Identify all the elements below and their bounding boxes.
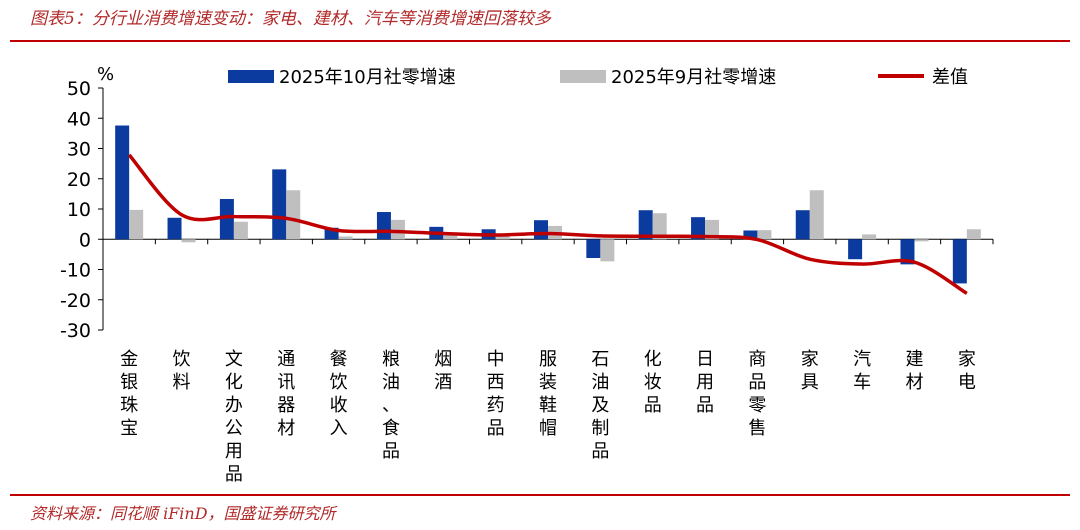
y-tick-label: 50 (67, 78, 91, 100)
legend-label-oct: 2025年10月社零增速 (279, 67, 456, 88)
bar-sep (181, 239, 196, 243)
bar-oct (534, 220, 548, 240)
y-tick-label: 10 (67, 199, 91, 221)
bar-oct (795, 210, 810, 240)
category-label: 商品零售 (748, 349, 766, 439)
category-label: 通讯器材 (277, 349, 295, 439)
bar-oct (167, 217, 182, 240)
legend-swatch-oct (228, 70, 274, 83)
bar-oct (848, 239, 863, 260)
bar-sep (390, 219, 405, 240)
bar-sep (600, 239, 615, 262)
category-label: 石油及制品 (591, 349, 609, 462)
bar-oct (900, 239, 915, 265)
y-tick-label: 0 (79, 229, 91, 251)
legend: 2025年10月社零增速 2025年9月社零增速 差值 (228, 67, 968, 88)
chart: 50 40 30 20 10 0 -10 -20 -30 金银珠宝 饮料 文化办公用品 通讯器材 餐饮收… (60, 64, 994, 485)
bar-sep (914, 239, 929, 242)
source-note: 资料来源：同花顺 iFinD，国盛证券研究所 (30, 504, 336, 523)
y-tick-label: -10 (60, 260, 91, 282)
bar-oct (219, 199, 234, 240)
bar-oct (272, 169, 287, 240)
diff-line-group (127, 153, 968, 295)
y-unit-label: % (97, 64, 114, 85)
x-axis: 金银珠宝 饮料 文化办公用品 通讯器材 餐饮收入 粮油、食品 烟酒 中西药品 服装鞋帽 石油及制品… (102, 238, 994, 485)
legend-label-diff: 差值 (932, 67, 968, 88)
bar-sep (705, 219, 720, 240)
category-label: 饮料 (173, 349, 191, 393)
y-tick-label: 30 (67, 139, 91, 161)
bar-sep (757, 230, 772, 240)
bar-oct (586, 239, 601, 259)
bar-sep (966, 229, 981, 240)
bar-oct (376, 212, 391, 240)
bar-sep (233, 221, 248, 240)
bar-sep (652, 213, 667, 240)
legend-swatch-sep (560, 70, 606, 83)
bar-sep (443, 232, 458, 240)
category-label: 粮油、食品 (382, 349, 400, 462)
bar-oct (115, 125, 130, 240)
category-label: 化妆品 (644, 349, 662, 416)
bar-sep (286, 190, 301, 240)
category-label: 建材 (905, 349, 923, 393)
y-tick-label: -20 (60, 290, 91, 312)
bars (115, 125, 981, 284)
bar-sep (862, 234, 877, 240)
bar-oct (691, 217, 706, 240)
source-divider (10, 494, 1070, 496)
bar-oct (743, 230, 758, 240)
bar-oct (952, 239, 967, 284)
bar-sep (809, 190, 824, 240)
category-label: 金银珠宝 (120, 349, 138, 439)
category-label: 家具 (801, 349, 819, 393)
bar-oct (638, 210, 653, 240)
title-divider (10, 40, 1070, 42)
y-tick-label: 20 (67, 169, 91, 191)
category-label: 烟酒 (434, 349, 452, 393)
category-label: 服装鞋帽 (539, 349, 557, 439)
diff-line (127, 153, 968, 295)
category-label: 日用品 (696, 349, 714, 416)
bar-sep (338, 236, 353, 240)
category-label: 文化办公用品 (225, 349, 243, 485)
y-tick-label: -30 (60, 320, 91, 342)
bar-sep (129, 209, 144, 240)
legend-label-sep: 2025年9月社零增速 (611, 67, 776, 88)
category-label: 中西药品 (487, 349, 505, 439)
category-label: 汽车 (853, 349, 871, 393)
y-tick-label: 40 (67, 108, 91, 130)
category-label: 家电 (958, 349, 976, 393)
category-label: 餐饮收入 (330, 349, 348, 439)
figure-title: 图表5：分行业消费增速变动：家电、建材、汽车等消费增速回落较多 (30, 9, 551, 29)
bar-oct (324, 227, 339, 240)
y-axis: 50 40 30 20 10 0 -10 -20 -30 (60, 78, 104, 342)
